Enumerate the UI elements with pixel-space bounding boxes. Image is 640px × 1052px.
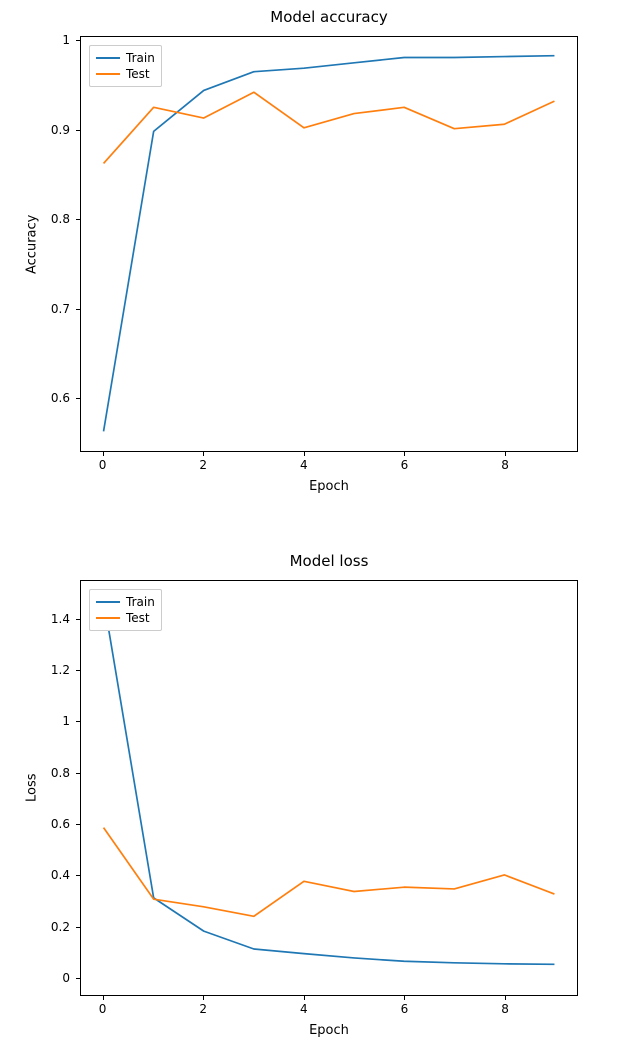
accuracy-legend: Train Test (89, 45, 162, 87)
loss-legend: Train Test (89, 589, 162, 631)
legend-label-train: Train (126, 51, 155, 65)
loss-xlabel: Epoch (80, 1023, 578, 1038)
accuracy-xlabel: Epoch (80, 479, 578, 494)
legend-row-test: Test (96, 610, 155, 626)
loss-ylabel: Loss (22, 580, 42, 996)
ytick-label: 0.8 (51, 212, 70, 226)
xtick-mark (103, 996, 104, 1000)
legend-swatch-train (96, 57, 120, 59)
xtick-label: 2 (199, 1002, 207, 1016)
accuracy-lines-svg (81, 37, 577, 451)
ytick-mark (76, 875, 80, 876)
xtick-label: 8 (501, 1002, 509, 1016)
legend-swatch-test (96, 617, 120, 619)
xtick-label: 8 (501, 458, 509, 472)
ytick-label: 1 (62, 714, 70, 728)
figure: Train Test Model accuracy Epoch Accuracy… (0, 0, 640, 1052)
xtick-mark (304, 996, 305, 1000)
xtick-label: 4 (300, 458, 308, 472)
ytick-label: 1.2 (51, 663, 70, 677)
ytick-mark (76, 978, 80, 979)
ytick-mark (76, 219, 80, 220)
loss-plot-area: Train Test (80, 580, 578, 996)
accuracy-chart: Train Test Model accuracy Epoch Accuracy… (80, 36, 578, 452)
ytick-label: 0.6 (51, 391, 70, 405)
ytick-mark (76, 824, 80, 825)
ytick-label: 0.4 (51, 868, 70, 882)
xtick-mark (505, 996, 506, 1000)
xtick-label: 0 (99, 458, 107, 472)
ytick-mark (76, 130, 80, 131)
ytick-mark (76, 927, 80, 928)
xtick-label: 6 (401, 1002, 409, 1016)
ytick-mark (76, 40, 80, 41)
accuracy-plot-area: Train Test (80, 36, 578, 452)
ytick-label: 0.2 (51, 920, 70, 934)
xtick-mark (103, 452, 104, 456)
legend-label-train: Train (126, 595, 155, 609)
ytick-label: 0.9 (51, 123, 70, 137)
ytick-mark (76, 398, 80, 399)
xtick-mark (505, 452, 506, 456)
legend-label-test: Test (126, 611, 150, 625)
xtick-label: 6 (401, 458, 409, 472)
ytick-label: 0.6 (51, 817, 70, 831)
legend-swatch-test (96, 73, 120, 75)
ytick-label: 0.7 (51, 302, 70, 316)
ytick-label: 1.4 (51, 612, 70, 626)
loss-title: Model loss (80, 552, 578, 570)
accuracy-title: Model accuracy (80, 8, 578, 26)
legend-row-train: Train (96, 594, 155, 610)
ytick-mark (76, 309, 80, 310)
loss-chart: Train Test Model loss Epoch Loss 0246800… (80, 580, 578, 996)
legend-label-test: Test (126, 67, 150, 81)
xtick-mark (404, 996, 405, 1000)
legend-row-test: Test (96, 66, 155, 82)
series-line-test (104, 92, 555, 163)
legend-row-train: Train (96, 50, 155, 66)
ytick-label: 0.8 (51, 766, 70, 780)
series-line-train (104, 599, 555, 964)
ytick-mark (76, 721, 80, 722)
xtick-mark (203, 452, 204, 456)
xtick-label: 0 (99, 1002, 107, 1016)
ytick-mark (76, 670, 80, 671)
ytick-label: 0 (62, 971, 70, 985)
xtick-mark (304, 452, 305, 456)
xtick-mark (203, 996, 204, 1000)
legend-swatch-train (96, 601, 120, 603)
ytick-mark (76, 619, 80, 620)
xtick-label: 4 (300, 1002, 308, 1016)
ytick-mark (76, 773, 80, 774)
xtick-label: 2 (199, 458, 207, 472)
loss-lines-svg (81, 581, 577, 995)
accuracy-ylabel: Accuracy (22, 36, 42, 452)
xtick-mark (404, 452, 405, 456)
series-line-train (104, 56, 555, 432)
ytick-label: 1 (62, 33, 70, 47)
series-line-test (104, 828, 555, 917)
